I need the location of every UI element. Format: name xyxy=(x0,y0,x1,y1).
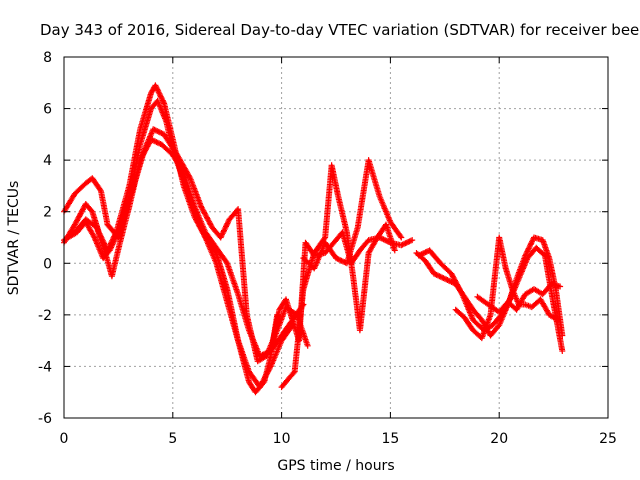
y-tick-label: 0 xyxy=(43,256,52,272)
y-tick-label: -4 xyxy=(38,359,52,375)
data-point-markers xyxy=(452,234,561,342)
x-tick-label: 0 xyxy=(60,431,69,447)
x-tick-label: 25 xyxy=(599,431,617,447)
y-tick-label: 6 xyxy=(43,102,52,118)
x-axis-label: GPS time / hours xyxy=(277,458,394,474)
y-tick-label: -6 xyxy=(38,411,52,427)
y-tick-label: 4 xyxy=(43,153,52,169)
y-axis-label: SDTVAR / TECUs xyxy=(6,181,22,296)
y-tick-label: -2 xyxy=(38,308,52,324)
x-tick-label: 10 xyxy=(273,431,291,447)
data-series xyxy=(300,157,405,272)
y-tick-label: 2 xyxy=(43,205,52,221)
data-point-markers xyxy=(474,280,564,316)
plot-frame xyxy=(63,56,609,419)
grid-layer xyxy=(64,57,608,418)
x-tick-label: 20 xyxy=(490,431,508,447)
x-tick-label: 15 xyxy=(381,431,399,447)
data-series xyxy=(452,234,561,342)
data-point-markers xyxy=(300,157,405,272)
chart-title: Day 343 of 2016, Sidereal Day-to-day VTE… xyxy=(40,21,640,39)
tick-layer: 0 5 10 15 20 25 -6 -4 -2 0 2 4 6 8 xyxy=(38,50,617,447)
y-tick-label: 8 xyxy=(43,50,52,66)
x-tick-label: 5 xyxy=(168,431,177,447)
data-point-markers xyxy=(278,162,398,391)
data-series xyxy=(278,162,398,391)
data-layer xyxy=(61,82,566,396)
data-series xyxy=(474,280,564,316)
